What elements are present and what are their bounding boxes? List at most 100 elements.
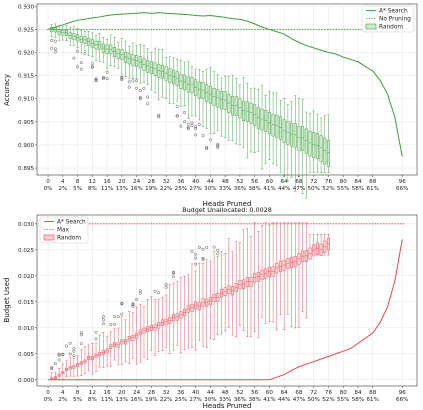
astar-search-line <box>48 239 403 381</box>
random-outlier <box>194 252 198 256</box>
random-outlier <box>79 331 83 335</box>
random-outlier <box>68 352 72 356</box>
random-outlier <box>90 62 94 66</box>
random-box <box>179 73 183 89</box>
x-tick-percent-label: 13% <box>116 397 128 403</box>
x-tick-percent-label: 44% <box>278 397 290 403</box>
random-outlier <box>201 256 205 260</box>
random-outlier <box>153 289 157 293</box>
budget-chart: Budget Unallocated: 0.0028 0.000 0.005 0.0… <box>3 206 418 410</box>
x-tick-label: 84 <box>354 179 362 185</box>
x-tick-label: 0 <box>46 179 50 185</box>
random-box <box>146 60 150 73</box>
random-box <box>315 242 319 255</box>
x-tick-label: 24 <box>133 390 141 396</box>
x-tick-percent-label: 52% <box>322 397 334 403</box>
x-tick-percent-label: 36% <box>234 186 246 192</box>
x-tick-percent-label: 33% <box>219 397 231 403</box>
random-box <box>267 266 271 278</box>
accuracy-legend: A* Search No Pruning Random <box>361 5 415 33</box>
x-tick-label: 32 <box>163 179 170 185</box>
x-tick-percent-label: 44% <box>278 186 290 192</box>
random-box <box>219 90 223 110</box>
random-box <box>301 250 305 263</box>
random-box <box>260 108 264 131</box>
legend-astar-label: A* Search <box>57 220 86 226</box>
random-box <box>231 96 235 116</box>
x-tick-label: 56 <box>251 179 259 185</box>
budget-xlabel: Heads Pruned <box>203 402 252 410</box>
x-tick-label: 76 <box>325 179 333 185</box>
random-outlier <box>216 145 220 149</box>
random-outlier <box>50 46 54 50</box>
x-tick-label: 20 <box>118 390 126 396</box>
x-tick-label: 64 <box>281 179 289 185</box>
random-outlier <box>90 65 94 69</box>
x-tick-label: 88 <box>369 390 377 396</box>
x-tick-label: 16 <box>104 390 112 396</box>
random-box <box>301 126 305 151</box>
random-box <box>120 49 124 60</box>
x-tick-percent-label: 36% <box>234 397 246 403</box>
random-outlier <box>135 79 139 83</box>
random-outlier <box>101 76 105 79</box>
x-tick-label: 80 <box>340 390 348 396</box>
random-outlier <box>205 245 209 249</box>
random-outlier <box>72 56 76 60</box>
random-outlier <box>94 77 98 81</box>
accuracy-plot-area <box>36 3 418 176</box>
random-box <box>275 115 279 138</box>
x-tick-label: 12 <box>89 390 96 396</box>
random-box <box>282 119 286 143</box>
random-outlier <box>157 115 161 119</box>
legend-random-label: Random <box>57 236 81 242</box>
random-outlier <box>190 124 194 128</box>
accuracy-chart: 0.895 0.900 0.905 0.910 0.915 0.920 0.925 0.930… <box>3 3 418 208</box>
x-tick-percent-label: 11% <box>101 186 113 192</box>
random-box <box>149 61 153 74</box>
random-outlier <box>186 127 190 131</box>
random-outlier <box>175 104 179 108</box>
random-box <box>116 48 120 59</box>
accuracy-ylabel: Accuracy <box>3 74 11 106</box>
random-box <box>183 74 187 91</box>
random-outlier <box>146 102 150 106</box>
accuracy-xlabel: Heads Pruned <box>203 200 252 208</box>
x-tick-label: 68 <box>295 390 303 396</box>
x-tick-percent-label: 5% <box>73 397 82 403</box>
random-box <box>208 85 212 104</box>
random-outlier <box>101 322 105 326</box>
random-outlier <box>94 337 98 341</box>
x-tick-label: 8 <box>76 390 80 396</box>
random-box <box>216 89 220 108</box>
random-box <box>164 66 168 81</box>
x-tick-percent-label: 55% <box>337 186 349 192</box>
random-box <box>271 266 275 277</box>
random-box <box>319 243 323 256</box>
random-box <box>190 77 194 94</box>
random-box <box>256 107 260 129</box>
random-outlier <box>197 123 201 127</box>
random-outlier <box>53 50 57 54</box>
random-outlier <box>216 248 220 252</box>
random-outlier <box>197 245 201 249</box>
random-outlier <box>131 304 135 308</box>
x-tick-label: 0 <box>46 390 50 396</box>
random-box <box>253 104 257 126</box>
x-tick-label: 48 <box>222 390 230 396</box>
random-box <box>242 100 246 122</box>
y-tick-label: 0.005 <box>18 352 34 358</box>
random-outlier <box>94 330 98 334</box>
random-outlier <box>50 366 54 370</box>
x-tick-percent-label: 2% <box>58 186 67 192</box>
y-tick-label: 0.925 <box>18 27 34 33</box>
y-tick-label: 0.020 <box>18 274 34 280</box>
x-tick-label: 24 <box>133 179 141 185</box>
random-box <box>157 64 161 78</box>
x-tick-label: 40 <box>192 179 200 185</box>
random-box <box>131 54 135 66</box>
random-outlier <box>216 142 220 146</box>
x-tick-percent-label: 19% <box>145 186 157 192</box>
random-box <box>135 55 139 67</box>
